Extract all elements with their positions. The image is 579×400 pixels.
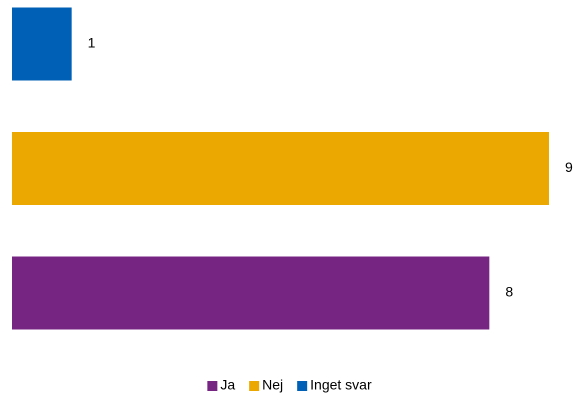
legend-swatch — [297, 381, 308, 391]
legend-label: Nej — [262, 377, 283, 393]
bar — [12, 7, 72, 81]
data-label: 1 — [88, 35, 96, 51]
legend-label: Inget svar — [310, 377, 372, 393]
bar — [12, 132, 549, 205]
legend-label: Ja — [220, 377, 235, 393]
data-label: 8 — [505, 284, 513, 300]
legend-swatch — [207, 381, 218, 391]
data-label: 9 — [565, 159, 573, 175]
legend-swatch — [249, 381, 260, 391]
bar — [12, 256, 490, 330]
